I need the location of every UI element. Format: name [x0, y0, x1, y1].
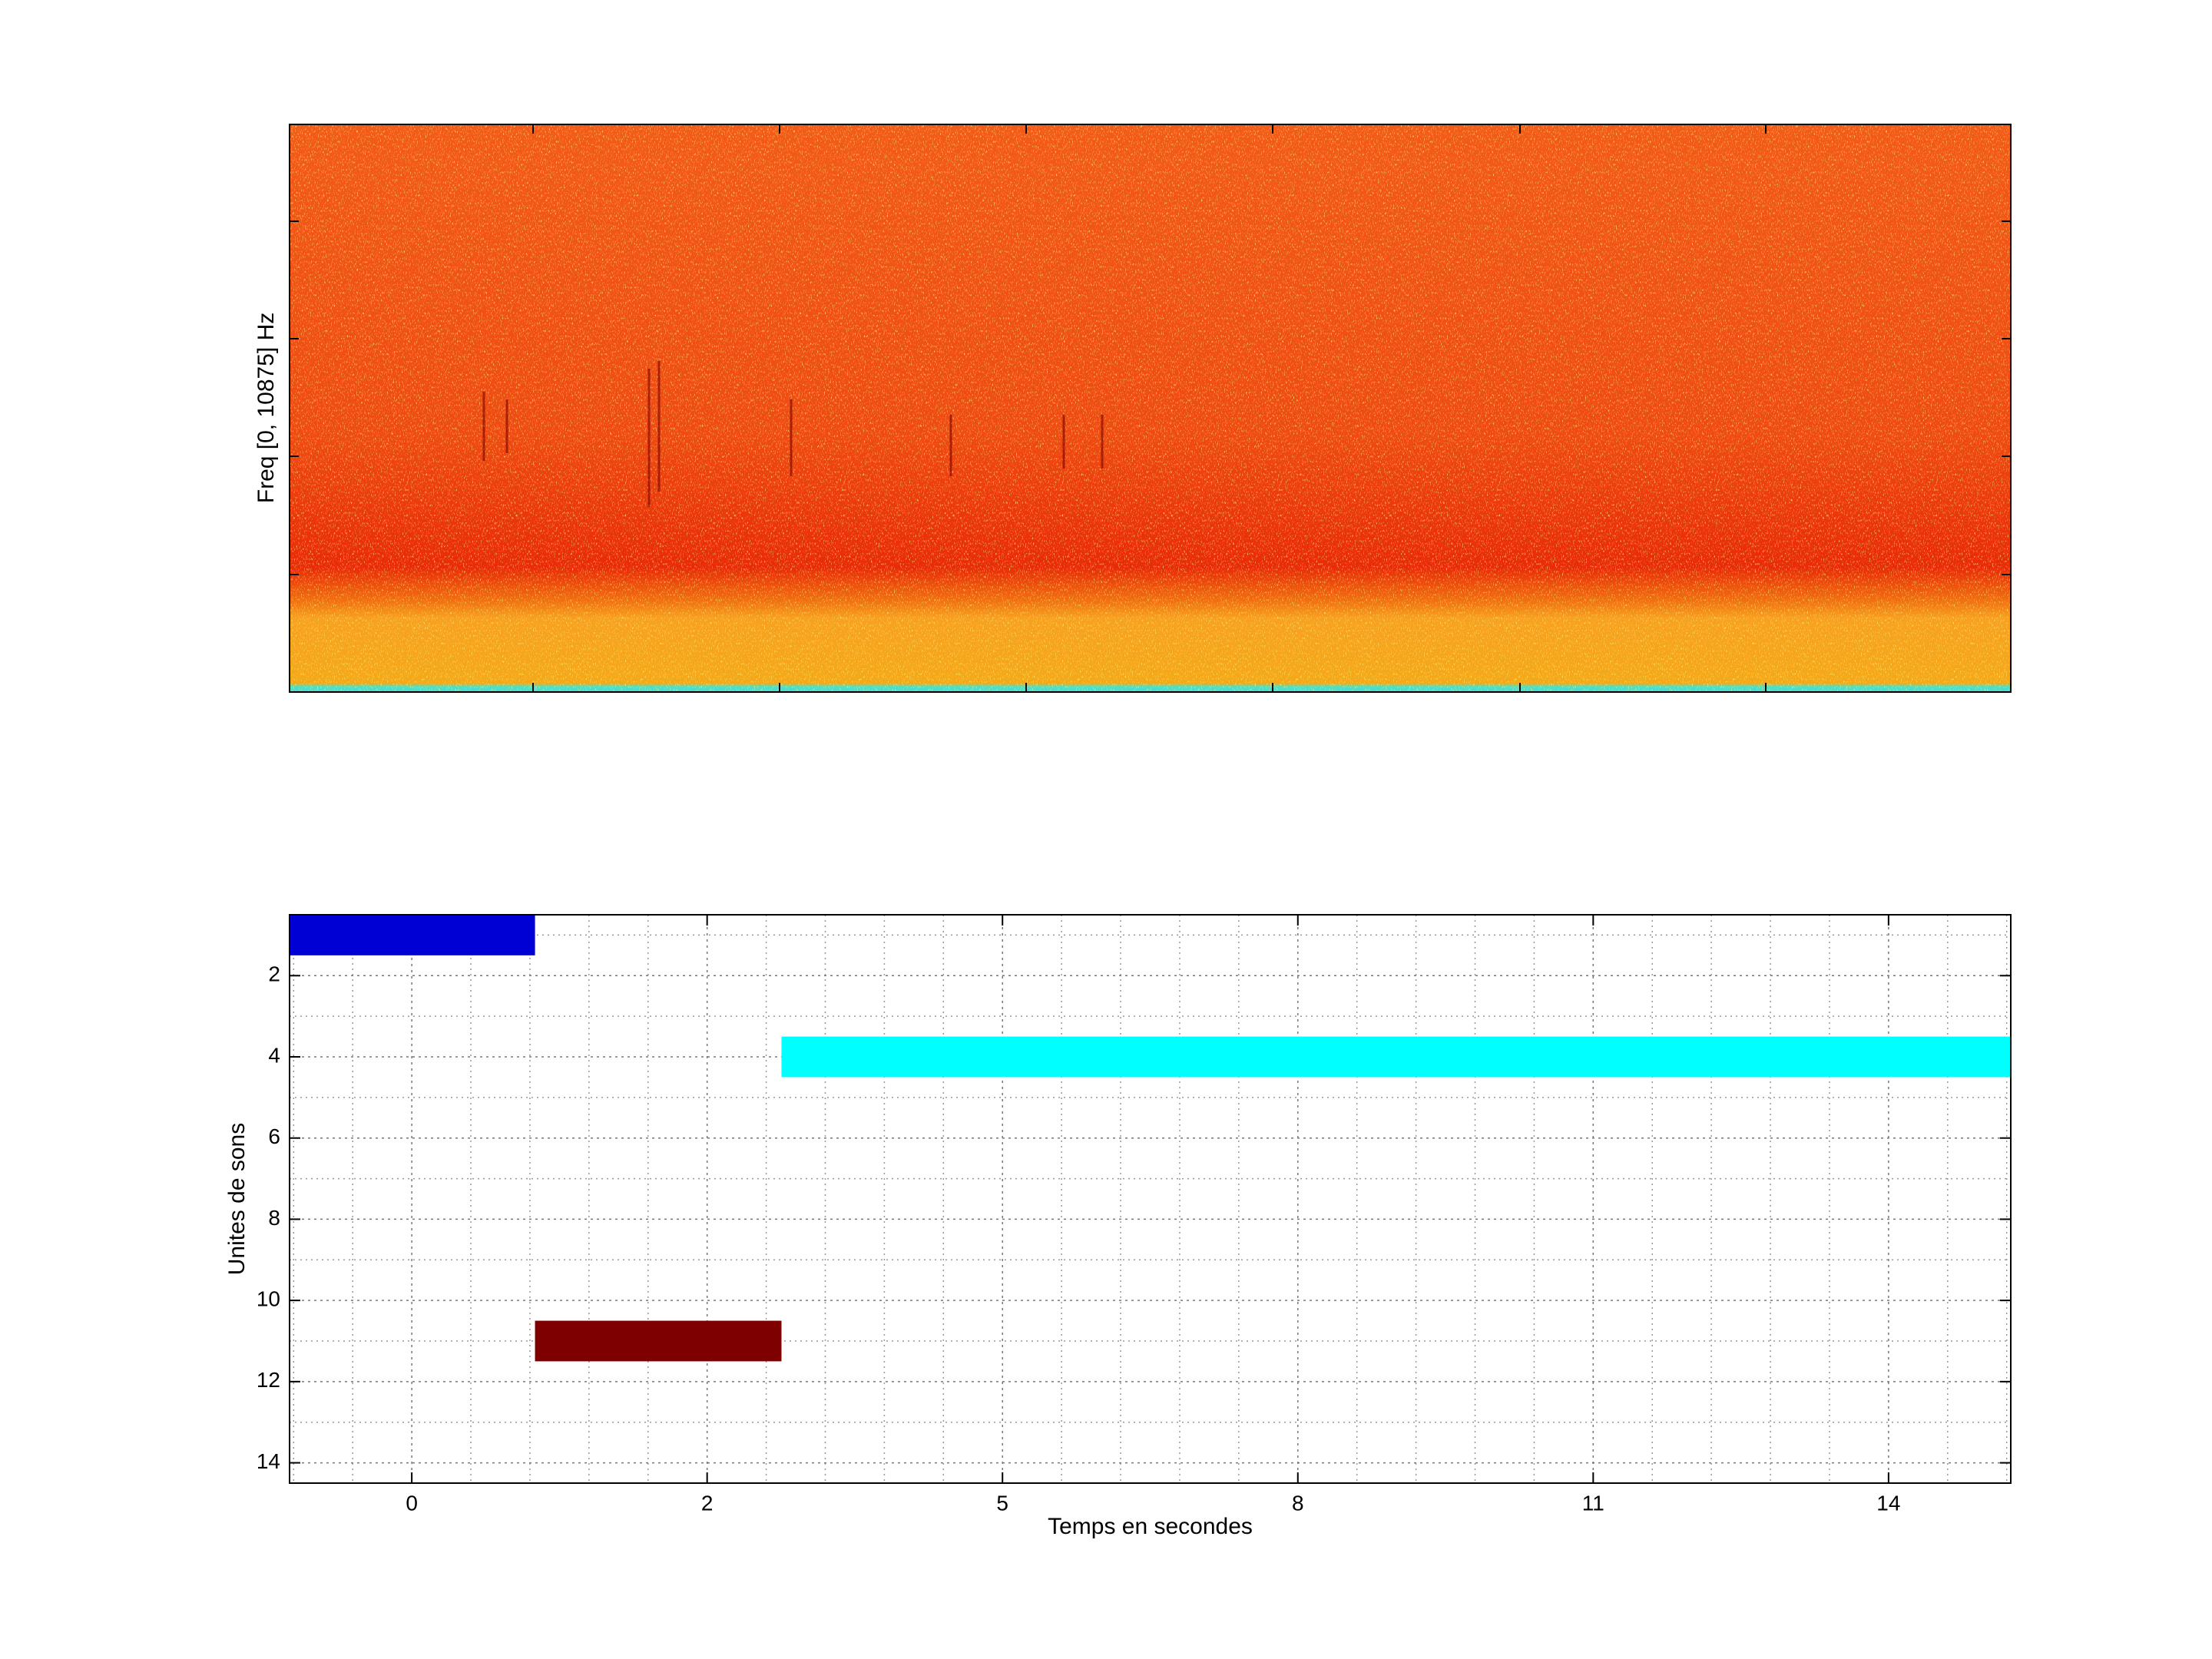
axes-background: [290, 915, 2011, 1483]
spectrogram-texture: [290, 124, 2011, 692]
y-tick-label: 10: [257, 1287, 280, 1311]
y-axis-label: Unites de sons: [224, 1123, 250, 1275]
x-tick-label: 11: [1582, 1491, 1604, 1515]
axes-box: [289, 124, 2012, 693]
x-tick-label: 5: [996, 1491, 1008, 1515]
y-tick-label: 4: [268, 1043, 280, 1067]
x-tick-label: 0: [406, 1491, 418, 1515]
x-tick-label: 8: [1292, 1491, 1304, 1515]
tick-marks: [290, 124, 2011, 692]
y-tick-label: 8: [268, 1206, 280, 1230]
y-tick-label: 12: [257, 1368, 280, 1392]
y-tick-label: 6: [268, 1124, 280, 1148]
y-tick-label: 14: [257, 1449, 280, 1473]
segment-bar: [535, 1320, 782, 1362]
gantt-panel: 0 2 5 8 11 14 2 4 6 8 10 12 14 Temps en secondes Unite…: [224, 914, 2012, 1539]
segment-bar: [290, 915, 535, 955]
x-tick-label: 14: [1876, 1491, 1900, 1515]
axes-box: [289, 914, 2012, 1484]
spectrogram-streaks: [482, 361, 1104, 507]
spectrogram-panel: Freq [0, 10875] Hz: [253, 124, 2012, 693]
y-tick-label: 2: [268, 962, 280, 986]
segment-bar: [781, 1036, 2012, 1078]
x-tick-label: 2: [701, 1491, 714, 1515]
y-axis-label: Freq [0, 10875] Hz: [253, 313, 279, 503]
x-axis-label: Temps en secondes: [1048, 1514, 1253, 1539]
